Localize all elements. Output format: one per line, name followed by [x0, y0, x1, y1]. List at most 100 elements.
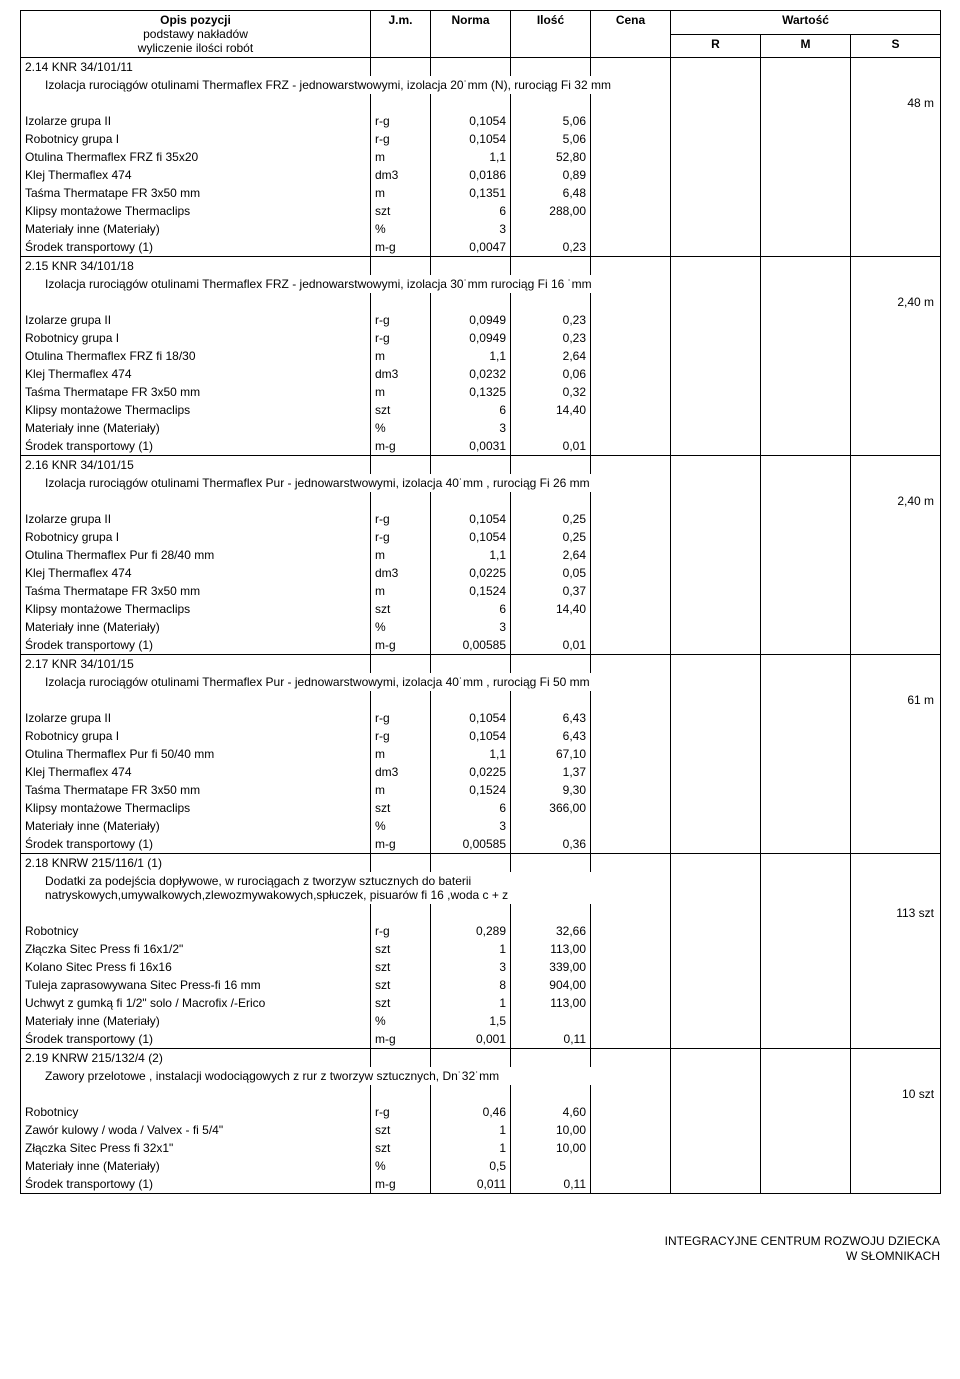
item-ilosc: 32,66 [511, 922, 591, 940]
item-desc: Robotnicy grupa I [21, 727, 371, 745]
item-r [671, 383, 761, 401]
item-desc: Klej Thermaflex 474 [21, 166, 371, 184]
item-ilosc: 6,43 [511, 727, 591, 745]
item-s [851, 528, 941, 546]
item-cena [591, 582, 671, 600]
item-m [761, 311, 851, 329]
section-code: 2.17 KNR 34/101/15 [21, 655, 371, 674]
item-desc: Środek transportowy (1) [21, 1030, 371, 1049]
item-ilosc: 0,05 [511, 564, 591, 582]
item-s [851, 437, 941, 456]
blank-cell [671, 872, 761, 904]
blank-cell [851, 1067, 941, 1085]
item-s [851, 419, 941, 437]
item-row: Klipsy montażowe Thermaclipsszt6288,00 [21, 202, 941, 220]
item-jm: dm3 [371, 166, 431, 184]
item-jm: szt [371, 994, 431, 1012]
section-title: Izolacja rurociągów otulinami Thermaflex… [21, 275, 671, 293]
item-s [851, 202, 941, 220]
item-desc: Klej Thermaflex 474 [21, 365, 371, 383]
item-row: Robotnicy grupa Ir-g0,10545,06 [21, 130, 941, 148]
item-m [761, 727, 851, 745]
item-ilosc: 0,01 [511, 437, 591, 456]
blank-cell [761, 275, 851, 293]
item-r [671, 564, 761, 582]
item-jm: m [371, 582, 431, 600]
item-row: Izolarze grupa IIr-g0,10540,25 [21, 510, 941, 528]
item-row: Klipsy montażowe Thermaclipsszt614,40 [21, 401, 941, 419]
item-cena [591, 401, 671, 419]
blank-cell [591, 492, 671, 510]
item-ilosc: 288,00 [511, 202, 591, 220]
blank-cell [371, 1049, 431, 1068]
item-s [851, 311, 941, 329]
item-desc: Środek transportowy (1) [21, 437, 371, 456]
item-cena [591, 1175, 671, 1194]
section-total-row: 10 szt [21, 1085, 941, 1103]
item-norma: 0,001 [431, 1030, 511, 1049]
footer-line2: W SŁOMNIKACH [0, 1249, 940, 1264]
item-desc: Materiały inne (Materiały) [21, 220, 371, 238]
item-cena [591, 166, 671, 184]
item-desc: Środek transportowy (1) [21, 1175, 371, 1194]
item-s [851, 546, 941, 564]
item-ilosc [511, 1157, 591, 1175]
item-r [671, 582, 761, 600]
section-total-row: 48 m [21, 94, 941, 112]
item-cena [591, 383, 671, 401]
item-jm: r-g [371, 112, 431, 130]
item-norma: 0,011 [431, 1175, 511, 1194]
blank-cell [761, 94, 851, 112]
header-sub2: wyliczenie ilości robót [25, 41, 366, 55]
item-cena [591, 817, 671, 835]
item-jm: szt [371, 600, 431, 618]
item-m [761, 922, 851, 940]
blank-cell [671, 456, 761, 475]
item-s [851, 365, 941, 383]
item-r [671, 546, 761, 564]
blank-cell [591, 655, 671, 674]
item-norma: 0,5 [431, 1157, 511, 1175]
blank-cell [511, 854, 591, 873]
blank-cell [761, 474, 851, 492]
item-norma: 0,1524 [431, 781, 511, 799]
item-r [671, 238, 761, 257]
item-row: Taśma Thermatape FR 3x50 mmm0,15240,37 [21, 582, 941, 600]
item-ilosc: 52,80 [511, 148, 591, 166]
item-s [851, 922, 941, 940]
item-s [851, 329, 941, 347]
item-s [851, 148, 941, 166]
blank-cell [431, 456, 511, 475]
section-code-row: 2.16 KNR 34/101/15 [21, 456, 941, 475]
item-cena [591, 329, 671, 347]
item-row: Kolano Sitec Press fi 16x16szt3339,00 [21, 958, 941, 976]
blank-cell [851, 655, 941, 674]
item-s [851, 1121, 941, 1139]
item-cena [591, 940, 671, 958]
item-m [761, 817, 851, 835]
item-ilosc: 2,64 [511, 347, 591, 365]
blank-cell [371, 854, 431, 873]
item-row: Taśma Thermatape FR 3x50 mmm0,13250,32 [21, 383, 941, 401]
blank-cell [851, 76, 941, 94]
item-desc: Zawór kulowy / woda / Valvex - fi 5/4" [21, 1121, 371, 1139]
item-row: Środek transportowy (1)m-g0,005850,01 [21, 636, 941, 655]
item-s [851, 976, 941, 994]
blank-cell [761, 673, 851, 691]
item-cena [591, 600, 671, 618]
item-cena [591, 958, 671, 976]
blank-cell [21, 904, 371, 922]
item-s [851, 238, 941, 257]
blank-cell [511, 655, 591, 674]
item-r [671, 220, 761, 238]
item-jm: m [371, 347, 431, 365]
header-m: M [761, 34, 851, 58]
item-s [851, 582, 941, 600]
table-header: Opis pozycji podstawy nakładów wyliczeni… [21, 11, 941, 58]
blank-cell [671, 655, 761, 674]
item-r [671, 1157, 761, 1175]
header-sub1: podstawy nakładów [25, 27, 366, 41]
item-norma: 6 [431, 799, 511, 817]
blank-cell [511, 58, 591, 77]
item-r [671, 365, 761, 383]
